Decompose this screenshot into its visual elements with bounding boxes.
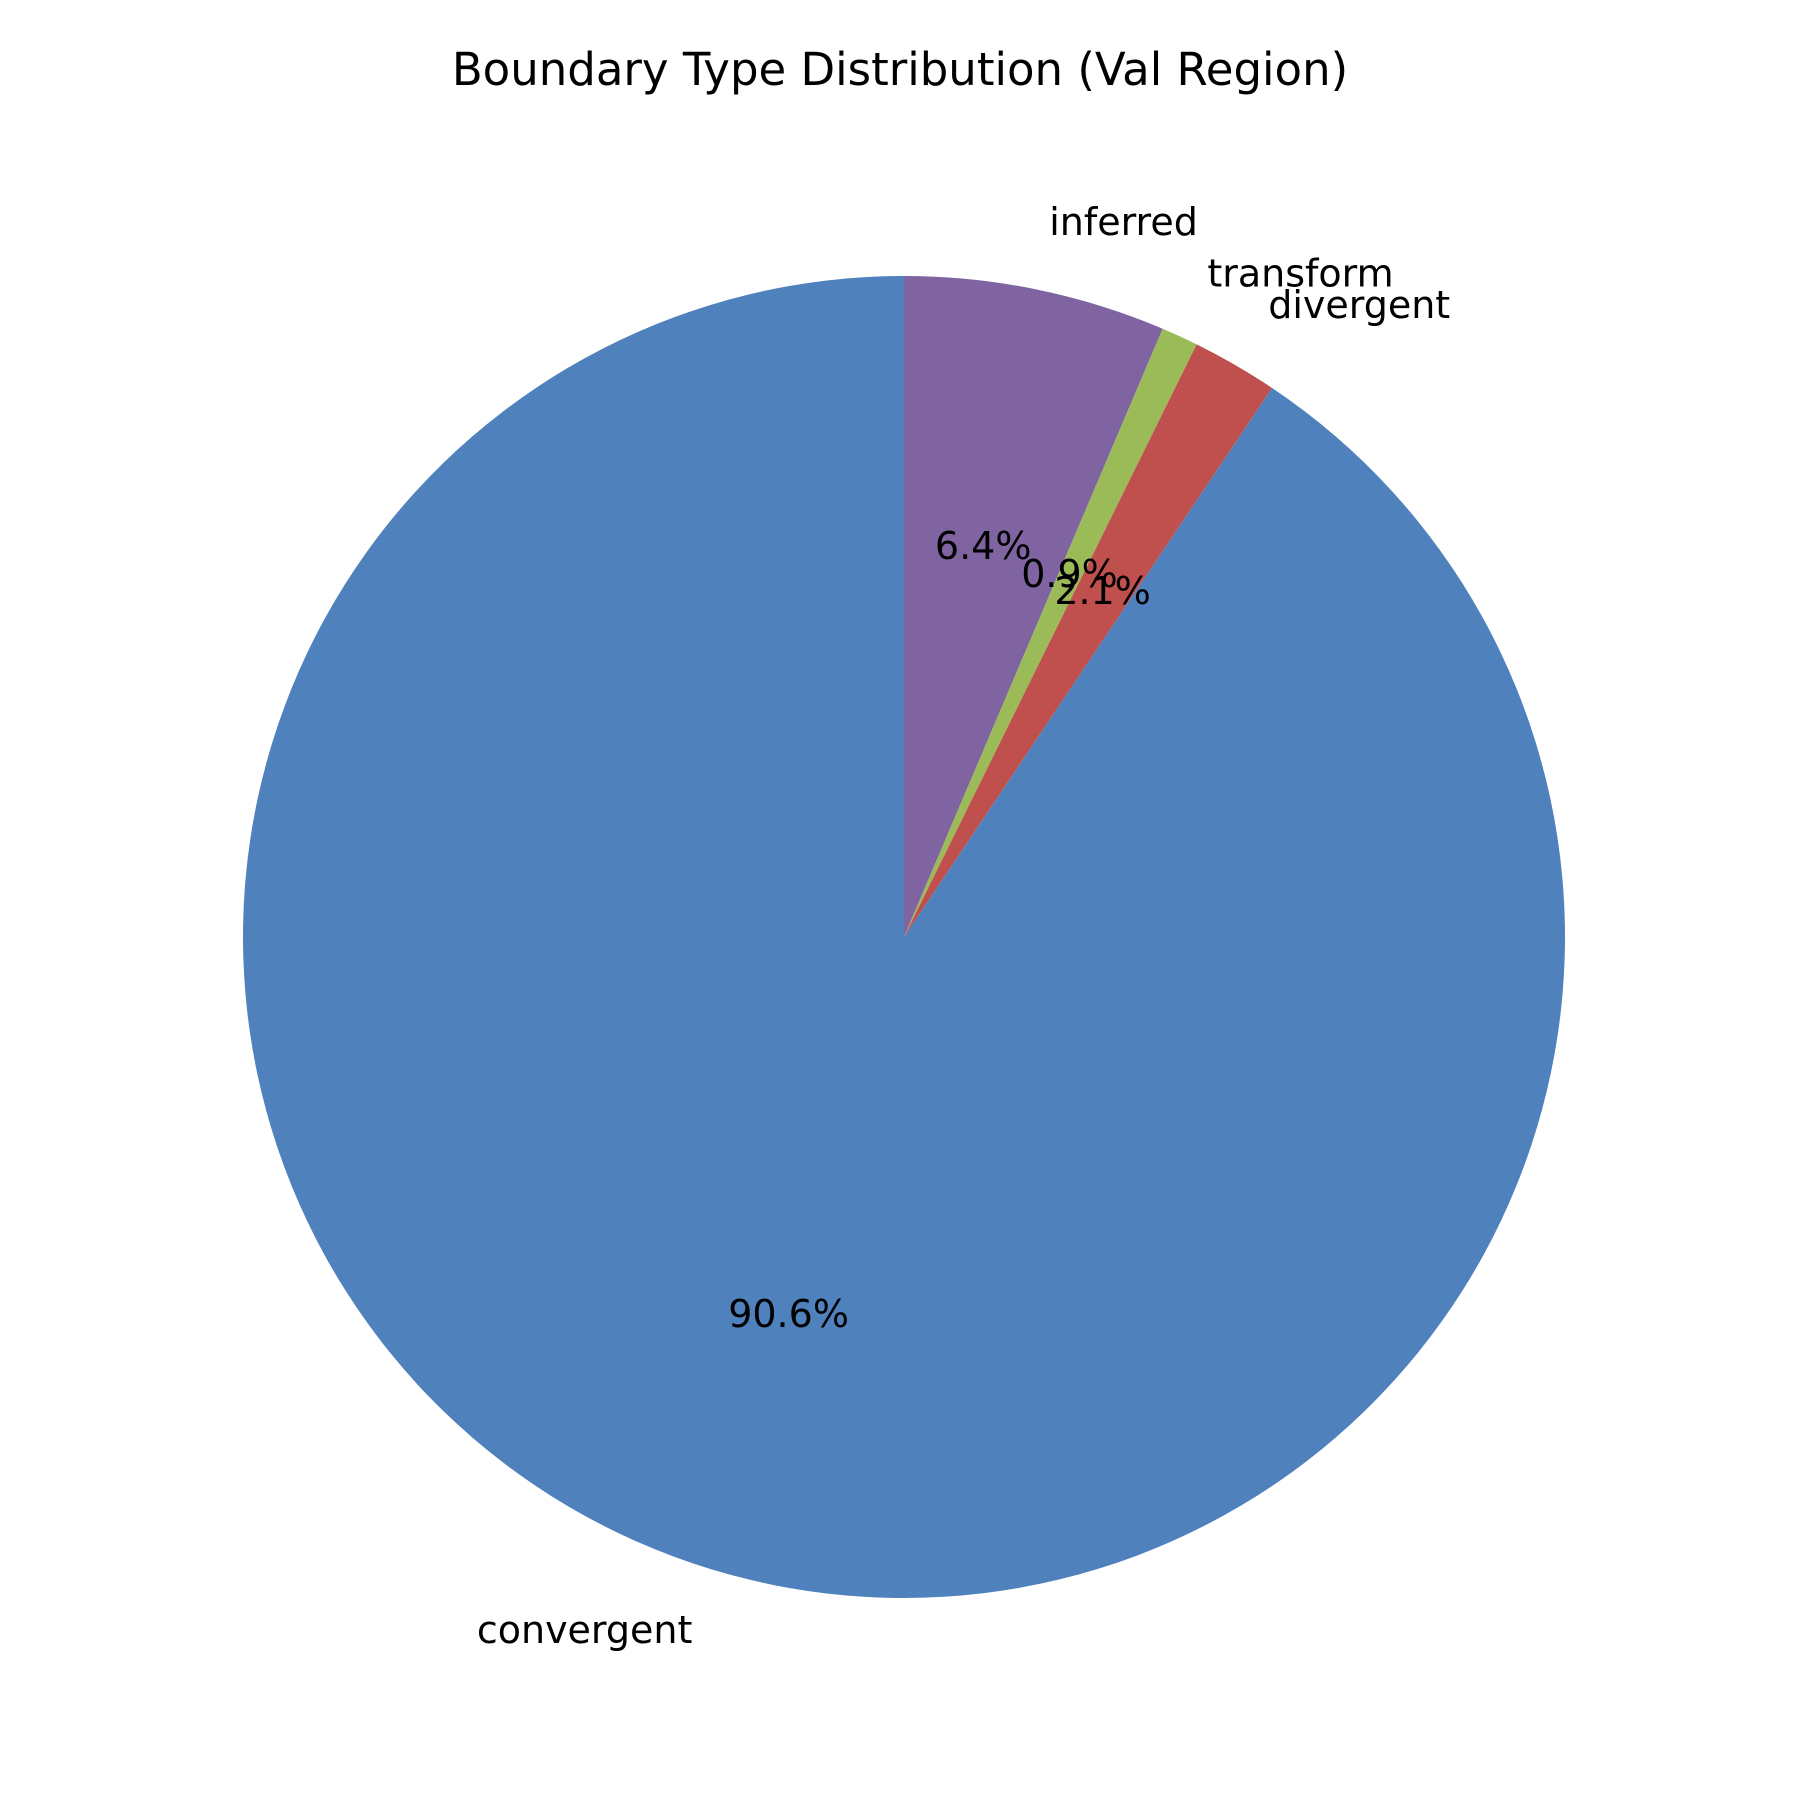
slice-label-inferred: inferred: [1049, 200, 1198, 244]
slice-label-convergent: convergent: [477, 1608, 693, 1652]
pct-label-divergent: 2.1%: [1054, 569, 1151, 613]
pct-label-convergent: 90.6%: [728, 1292, 849, 1336]
pie-slice-transform: [904, 328, 1197, 937]
pie-slice-divergent: [904, 344, 1273, 937]
pct-label-transform: 0.9%: [1021, 552, 1118, 596]
pie-slice-convergent: [242, 276, 1565, 1598]
pie-slice-inferred: [904, 276, 1163, 937]
slice-label-divergent: divergent: [1268, 283, 1450, 327]
pie-labels: inferred 6.4% transform 0.9% divergent 2.1% co…: [477, 200, 1450, 1652]
pie-slices: [242, 276, 1565, 1598]
pct-label-inferred: 6.4%: [935, 524, 1032, 568]
slice-label-transform: transform: [1207, 252, 1393, 296]
chart-title: Boundary Type Distribution (Val Region): [452, 43, 1348, 96]
